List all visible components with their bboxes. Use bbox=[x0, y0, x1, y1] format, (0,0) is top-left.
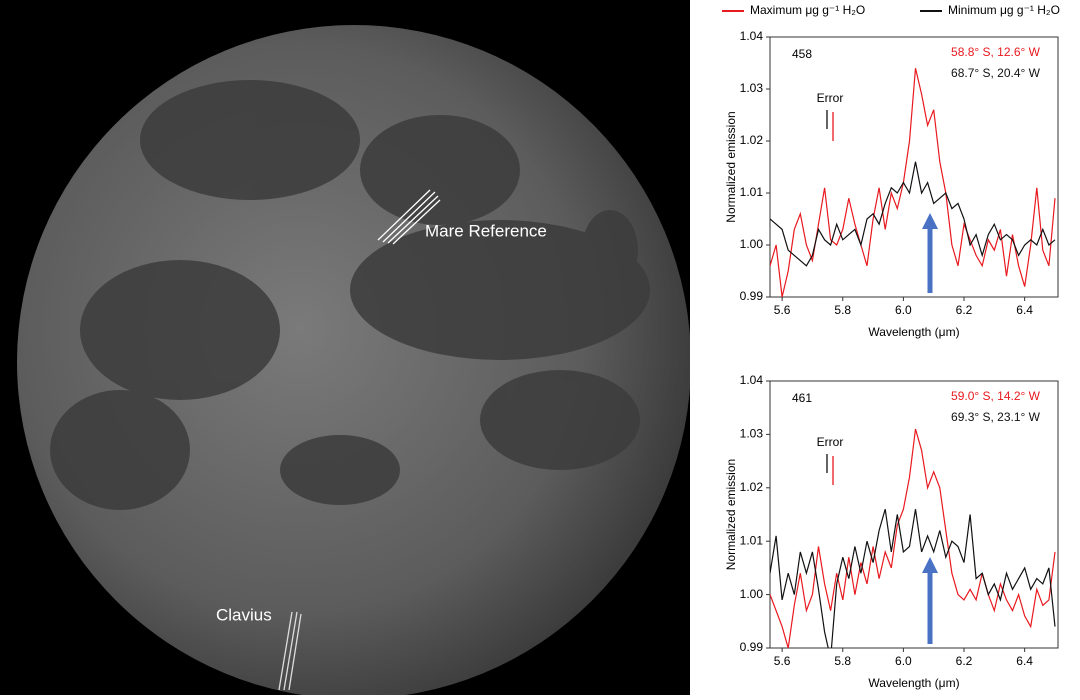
band-arrowhead bbox=[922, 213, 938, 229]
x-tick-label: 6.4 bbox=[1016, 654, 1033, 668]
x-tick-label: 6.4 bbox=[1016, 303, 1033, 317]
x-tick-label: 5.8 bbox=[834, 654, 851, 668]
x-axis-label: Wavelength (μm) bbox=[868, 676, 959, 690]
panel-label: 461 bbox=[792, 391, 812, 405]
series-line bbox=[770, 68, 1056, 297]
plot-frame bbox=[769, 36, 1059, 298]
y-tick-label: 1.00 bbox=[740, 237, 764, 251]
legend-label: Maximum μg g⁻¹ H₂O bbox=[750, 3, 865, 17]
series-line bbox=[770, 161, 1056, 267]
series-line bbox=[770, 428, 1056, 648]
series-label: 68.7° S, 20.4° W bbox=[951, 66, 1041, 80]
x-tick-label: 6.0 bbox=[895, 654, 912, 668]
x-tick-label: 5.6 bbox=[774, 303, 791, 317]
y-tick-label: 1.04 bbox=[740, 29, 764, 43]
y-tick-label: 1.00 bbox=[740, 587, 764, 601]
legend-label: Minimum μg g⁻¹ H₂O bbox=[948, 3, 1060, 17]
x-tick-label: 5.6 bbox=[774, 654, 791, 668]
error-label: Error bbox=[817, 435, 844, 449]
series-label: 59.0° S, 14.2° W bbox=[951, 389, 1041, 403]
band-arrowhead bbox=[922, 557, 938, 573]
series-label: 58.8° S, 12.6° W bbox=[951, 45, 1041, 59]
x-tick-label: 6.0 bbox=[895, 303, 912, 317]
y-axis-label: Normalized emission bbox=[724, 111, 738, 222]
plot-lines bbox=[770, 428, 1056, 648]
x-tick-label: 5.8 bbox=[834, 303, 851, 317]
x-tick-label: 6.2 bbox=[956, 654, 973, 668]
y-tick-label: 1.02 bbox=[740, 133, 764, 147]
moon-label: Clavius bbox=[216, 605, 272, 624]
error-label: Error bbox=[817, 91, 844, 105]
y-tick-label: 1.01 bbox=[740, 533, 764, 547]
mare-reference-tracks bbox=[377, 189, 441, 245]
y-tick-label: 1.01 bbox=[740, 185, 764, 199]
series-line bbox=[770, 509, 1056, 648]
y-tick-label: 1.02 bbox=[740, 480, 764, 494]
plot-frame bbox=[769, 380, 1059, 649]
y-tick-label: 0.99 bbox=[740, 289, 764, 303]
y-tick-label: 1.03 bbox=[740, 427, 764, 441]
y-axis-label: Normalized emission bbox=[724, 459, 738, 570]
y-tick-label: 1.03 bbox=[740, 81, 764, 95]
moon-panel: Mare Reference Clavius bbox=[0, 0, 690, 695]
panel-label: 458 bbox=[792, 47, 812, 61]
maria bbox=[50, 80, 650, 510]
moon-label: Mare Reference bbox=[425, 221, 547, 240]
x-axis-label: Wavelength (μm) bbox=[868, 325, 959, 339]
moon-disk bbox=[17, 25, 690, 695]
series-label: 69.3° S, 23.1° W bbox=[951, 410, 1041, 424]
plot-lines bbox=[770, 68, 1056, 297]
y-tick-label: 0.99 bbox=[740, 640, 764, 654]
x-tick-label: 6.2 bbox=[956, 303, 973, 317]
y-tick-label: 1.04 bbox=[740, 373, 764, 387]
clavius-tracks bbox=[278, 611, 302, 691]
